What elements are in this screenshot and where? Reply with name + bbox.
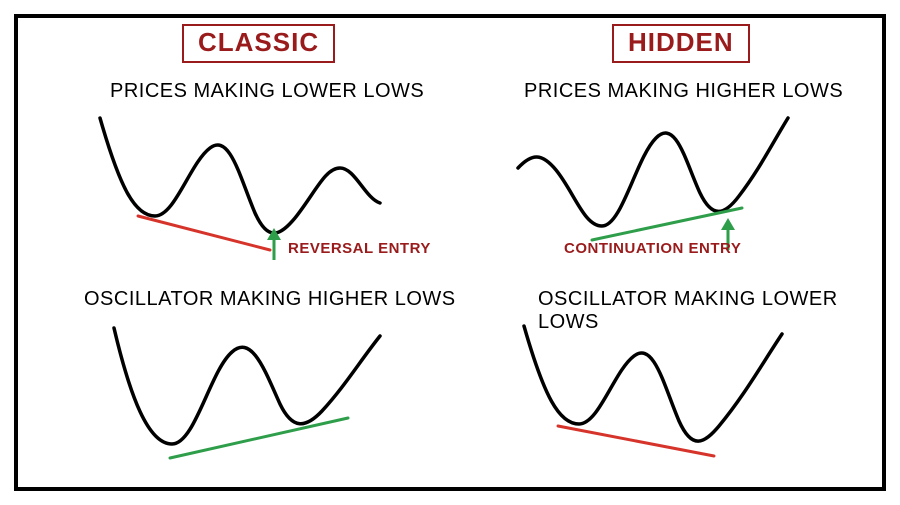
diagram-frame: CLASSIC HIDDEN PRICES MAKING LOWER LOWS …: [14, 14, 886, 491]
reversal-arrow: [264, 228, 284, 262]
hidden-osc-curve: [514, 316, 814, 466]
hidden-title: HIDDEN: [612, 24, 750, 63]
classic-price-curve: [90, 108, 390, 248]
classic-title: CLASSIC: [182, 24, 335, 63]
classic-price-label: PRICES MAKING LOWER LOWS: [110, 80, 424, 103]
reversal-entry-label: REVERSAL ENTRY: [288, 240, 431, 257]
continuation-entry-label: CONTINUATION ENTRY: [564, 240, 741, 257]
hidden-price-label: PRICES MAKING HIGHER LOWS: [524, 80, 843, 103]
classic-osc-label: OSCILLATOR MAKING HIGHER LOWS: [84, 288, 456, 311]
hidden-price-curve: [504, 108, 804, 258]
classic-osc-curve: [100, 316, 400, 466]
